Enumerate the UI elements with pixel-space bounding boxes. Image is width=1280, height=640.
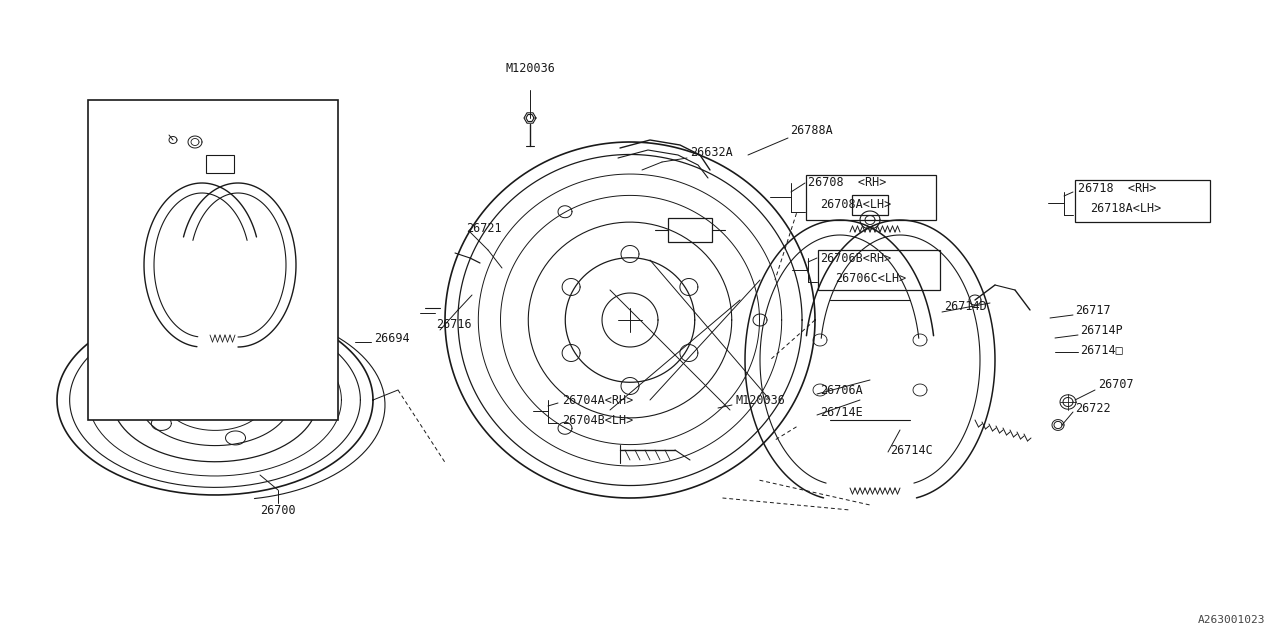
Bar bbox=[88, 100, 338, 420]
Text: 26714E: 26714E bbox=[820, 406, 863, 419]
Bar bbox=[206, 155, 234, 173]
Bar bbox=[1075, 180, 1210, 222]
Text: 26716: 26716 bbox=[436, 319, 471, 332]
Text: 26718  <RH>: 26718 <RH> bbox=[1078, 182, 1156, 195]
Bar bbox=[806, 175, 936, 220]
Text: M120036: M120036 bbox=[506, 61, 556, 74]
Text: 26706B<RH>: 26706B<RH> bbox=[820, 252, 891, 264]
Text: 26708A<LH>: 26708A<LH> bbox=[820, 198, 891, 211]
Bar bbox=[852, 195, 888, 215]
Text: 26706C<LH>: 26706C<LH> bbox=[835, 271, 906, 285]
Text: 26704B<LH>: 26704B<LH> bbox=[562, 413, 634, 426]
Text: M120036: M120036 bbox=[735, 394, 785, 406]
Text: 26706A: 26706A bbox=[820, 383, 863, 397]
Text: 26704A<RH>: 26704A<RH> bbox=[562, 394, 634, 406]
Text: 26632A: 26632A bbox=[690, 145, 732, 159]
Text: 26714C: 26714C bbox=[890, 444, 933, 456]
Text: 26707: 26707 bbox=[1098, 378, 1134, 392]
Text: 26694: 26694 bbox=[374, 332, 410, 344]
Text: 26718A<LH>: 26718A<LH> bbox=[1091, 202, 1161, 214]
Text: 26788A: 26788A bbox=[790, 124, 833, 136]
Text: 26717: 26717 bbox=[1075, 303, 1111, 317]
Text: 26708  <RH>: 26708 <RH> bbox=[808, 177, 886, 189]
Text: 26714□: 26714□ bbox=[1080, 344, 1123, 356]
Text: 26722: 26722 bbox=[1075, 401, 1111, 415]
Text: 26714P: 26714P bbox=[1080, 323, 1123, 337]
Bar bbox=[818, 250, 940, 290]
Text: 26700: 26700 bbox=[260, 504, 296, 516]
Text: 26714D: 26714D bbox=[945, 301, 987, 314]
Text: 26721: 26721 bbox=[466, 221, 502, 234]
Text: A263001023: A263001023 bbox=[1198, 615, 1265, 625]
Bar bbox=[668, 218, 712, 242]
